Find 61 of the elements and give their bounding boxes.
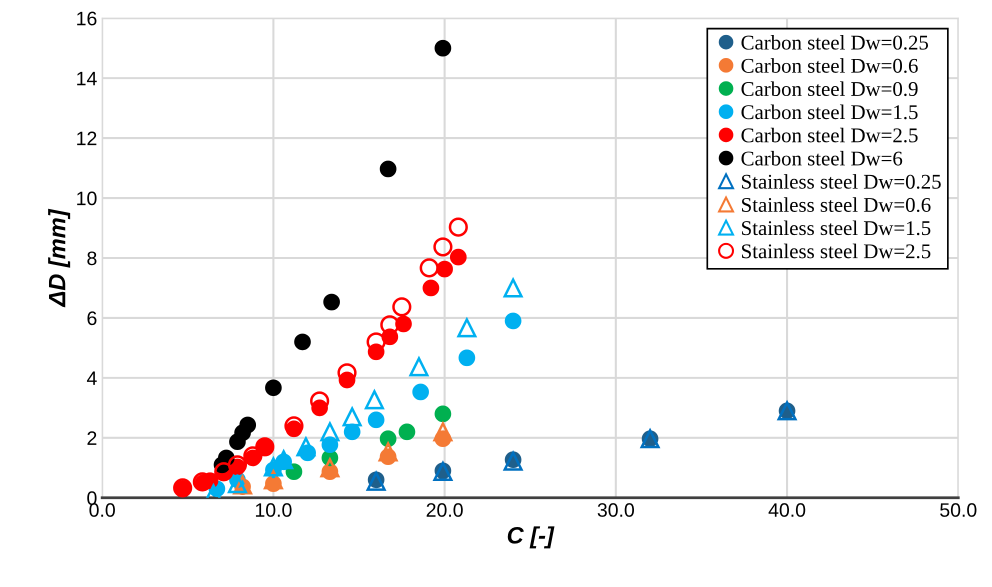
point bbox=[433, 422, 452, 442]
x-tick-label: 0.0 bbox=[89, 503, 115, 517]
point bbox=[420, 258, 439, 278]
y-tick-label: 16 bbox=[77, 12, 96, 26]
x-tick-label: 50.0 bbox=[940, 503, 976, 517]
legend-label: Carbon steel Dw=0.6 bbox=[741, 58, 918, 73]
point bbox=[228, 474, 248, 494]
point bbox=[450, 248, 467, 266]
point bbox=[457, 318, 476, 338]
y-tick-label: 10 bbox=[77, 192, 97, 206]
y-axis-title: ΔD [mm] bbox=[48, 208, 70, 308]
point bbox=[264, 457, 283, 476]
x-axis-title: C [-] bbox=[508, 526, 554, 548]
point bbox=[320, 458, 340, 478]
point bbox=[368, 412, 384, 428]
legend-label: Carbon steel Dw=2.5 bbox=[741, 128, 918, 142]
x-tick-label: 30.0 bbox=[598, 503, 634, 517]
point bbox=[342, 407, 362, 426]
y-tick-label: 14 bbox=[77, 72, 97, 86]
y-tick-label: 12 bbox=[77, 132, 96, 146]
legend-label: Carbon steel Dw=0.9 bbox=[741, 81, 918, 96]
point bbox=[433, 237, 452, 256]
legend-label: Stainless steel Dw=2.5 bbox=[742, 244, 930, 258]
point bbox=[265, 379, 282, 396]
point bbox=[239, 416, 256, 434]
point bbox=[228, 455, 248, 474]
point bbox=[294, 334, 311, 350]
point bbox=[434, 406, 452, 422]
legend-label: Stainless steel Dw=0.6 bbox=[742, 197, 931, 212]
point bbox=[398, 424, 416, 440]
point bbox=[458, 349, 476, 366]
point bbox=[380, 430, 396, 448]
x-tick-label: 20.0 bbox=[426, 503, 463, 517]
point bbox=[364, 390, 384, 410]
y-tick-label: 6 bbox=[87, 311, 96, 326]
y-tick-label: 2 bbox=[87, 431, 96, 445]
point bbox=[392, 297, 412, 316]
point bbox=[448, 218, 468, 237]
point bbox=[504, 278, 523, 298]
legend-label: Carbon steel Dw=6 bbox=[741, 150, 902, 166]
x-tick-label: 40.0 bbox=[768, 503, 806, 517]
x-tick-label: 10.0 bbox=[256, 503, 292, 517]
point bbox=[504, 312, 522, 330]
point bbox=[274, 450, 294, 470]
y-tick-label: 4 bbox=[86, 372, 97, 385]
point bbox=[378, 442, 398, 462]
legend-label: Stainless steel Dw=0.25 bbox=[742, 174, 941, 189]
y-tick-label: 8 bbox=[87, 251, 96, 266]
point bbox=[320, 422, 340, 442]
point bbox=[243, 446, 262, 466]
point bbox=[412, 384, 429, 400]
legend-label: Carbon steel Dw=1.5 bbox=[741, 104, 918, 120]
point bbox=[380, 160, 396, 178]
point bbox=[436, 260, 453, 278]
point bbox=[434, 40, 452, 57]
point bbox=[422, 280, 440, 296]
point bbox=[296, 437, 316, 456]
legend-label: Stainless steel Dw=1.5 bbox=[742, 220, 930, 236]
legend-label: Carbon steel Dw=0.25 bbox=[741, 34, 928, 50]
point bbox=[323, 294, 340, 310]
point bbox=[409, 357, 429, 376]
